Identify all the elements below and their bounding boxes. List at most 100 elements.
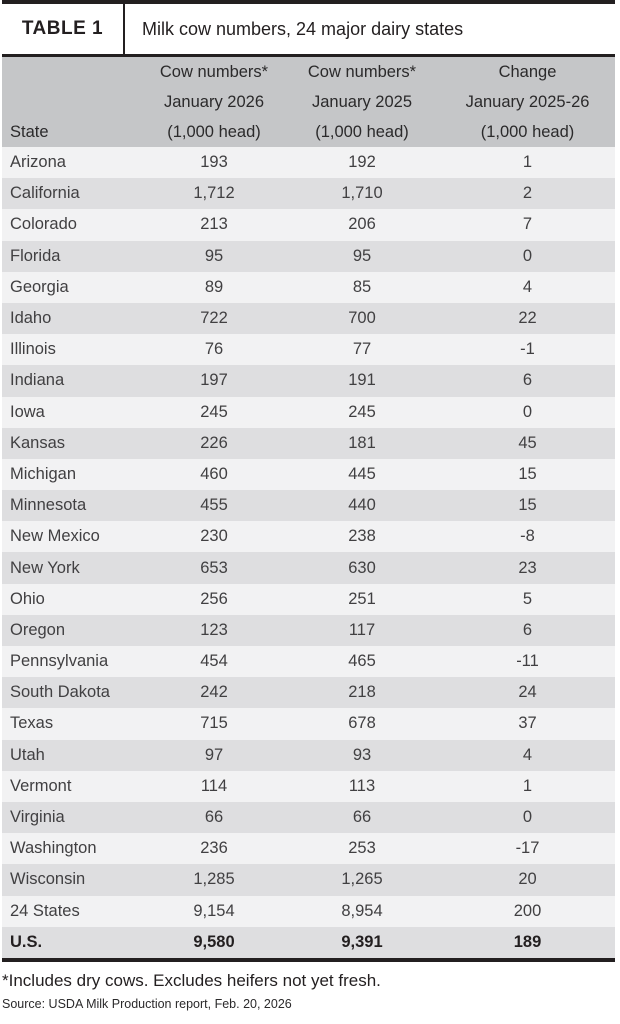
change-cell: -1 — [520, 340, 535, 359]
state-cell: New York — [10, 558, 80, 577]
milk-cow-table-figure: TABLE 1 Milk cow numbers, 24 major dairy… — [2, 0, 615, 962]
table-row: Illinois 76 77 -1 — [2, 334, 615, 366]
table-row: New York 653 630 23 — [2, 552, 615, 584]
table-body: Arizona 193 192 1 California 1,712 1,710… — [2, 147, 615, 958]
table-row: Florida 95 95 0 — [2, 240, 615, 272]
table-row: Iowa 245 245 0 — [2, 396, 615, 428]
jan-2025-cell: 218 — [348, 683, 376, 702]
header-line: January 2025-26 — [465, 93, 590, 111]
column-header-state: State — [2, 57, 144, 147]
jan-2025-cell: 445 — [348, 464, 376, 483]
state-cell: Minnesota — [10, 496, 87, 515]
change-cell: 0 — [522, 402, 533, 421]
table-row: Washington 236 253 -17 — [2, 833, 615, 865]
state-cell: Michigan — [10, 464, 77, 483]
jan-2025-cell: 700 — [348, 309, 376, 328]
jan-2026-cell: 460 — [200, 464, 228, 483]
change-cell: 6 — [522, 620, 533, 639]
state-cell: Illinois — [10, 340, 56, 359]
table-row: Minnesota 455 440 15 — [2, 490, 615, 522]
change-cell: -11 — [516, 652, 539, 671]
table-row: Indiana 197 191 6 — [2, 365, 615, 397]
table-row: Utah 97 93 4 — [2, 739, 615, 771]
header-line: Cow numbers* — [159, 63, 269, 81]
jan-2026-cell: 722 — [200, 309, 228, 328]
jan-2025-cell: 9,391 — [341, 932, 383, 951]
change-cell: 15 — [518, 496, 537, 515]
table-label: TABLE 1 — [21, 18, 104, 39]
change-cell: 15 — [518, 464, 537, 483]
jan-2025-cell: 95 — [352, 246, 372, 265]
jan-2026-cell: 455 — [200, 496, 228, 515]
change-cell: 1 — [522, 153, 533, 172]
jan-2025-cell: 1,265 — [341, 870, 383, 889]
table-row: 24 States 9,154 8,954 200 — [2, 895, 615, 927]
change-cell: 24 — [518, 683, 537, 702]
top-rule — [2, 0, 615, 4]
state-cell: U.S. — [10, 932, 43, 951]
jan-2025-cell: 465 — [348, 652, 376, 671]
jan-2026-cell: 226 — [200, 433, 228, 452]
jan-2026-cell: 1,285 — [193, 870, 235, 889]
jan-2026-cell: 9,580 — [193, 932, 235, 951]
title-divider — [123, 2, 125, 56]
column-header-change: Change January 2025-26 (1,000 head) — [440, 57, 615, 147]
change-cell: 7 — [522, 215, 533, 234]
table-row: Georgia 89 85 4 — [2, 271, 615, 303]
header-line: (1,000 head) — [480, 123, 575, 141]
jan-2026-cell: 454 — [200, 652, 228, 671]
state-cell: Oregon — [10, 620, 66, 639]
table-row: Kansas 226 181 45 — [2, 427, 615, 459]
table-title-band: TABLE 1 Milk cow numbers, 24 major dairy… — [2, 2, 615, 57]
state-cell: Utah — [10, 745, 45, 764]
jan-2026-cell: 230 — [200, 527, 228, 546]
table-row: Virginia 66 66 0 — [2, 801, 615, 834]
state-cell: Wisconsin — [10, 870, 86, 889]
table-row: South Dakota 242 218 24 — [2, 677, 615, 709]
change-cell: 20 — [518, 870, 537, 889]
column-header-jan-2025: Cow numbers* January 2025 (1,000 head) — [284, 57, 440, 147]
state-cell: Vermont — [10, 776, 72, 795]
state-cell: Texas — [10, 714, 54, 733]
jan-2025-cell: 1,710 — [341, 184, 383, 203]
jan-2026-cell: 123 — [200, 620, 228, 639]
header-line: Change — [498, 63, 557, 81]
jan-2026-cell: 9,154 — [193, 901, 235, 920]
table-row: Arizona 193 192 1 — [2, 147, 615, 179]
table-row: California 1,712 1,710 2 — [2, 178, 615, 210]
jan-2026-cell: 66 — [204, 808, 224, 827]
change-cell: 22 — [518, 309, 537, 328]
state-cell: Washington — [10, 839, 97, 858]
change-cell: 6 — [522, 371, 533, 390]
jan-2025-cell: 245 — [348, 402, 376, 421]
change-cell: 0 — [522, 246, 533, 265]
header-line: January 2026 — [164, 93, 264, 111]
jan-2026-cell: 197 — [200, 371, 228, 390]
change-cell: 37 — [518, 714, 537, 733]
jan-2026-cell: 715 — [200, 714, 228, 733]
jan-2025-cell: 85 — [352, 277, 372, 296]
jan-2026-cell: 97 — [204, 745, 224, 764]
header-line: (1,000 head) — [167, 123, 261, 141]
jan-2026-cell: 193 — [200, 153, 228, 172]
column-header-jan-2026: Cow numbers* January 2026 (1,000 head) — [144, 57, 284, 147]
table-row: Pennsylvania 454 465 -11 — [2, 646, 615, 678]
table-title: Milk cow numbers, 24 major dairy states — [142, 18, 464, 39]
state-cell: California — [10, 184, 80, 203]
state-cell: Virginia — [10, 808, 65, 827]
table-row: Colorado 213 206 7 — [2, 209, 615, 241]
table-row: U.S. 9,580 9,391 189 — [2, 926, 615, 958]
jan-2025-cell: 206 — [348, 215, 376, 234]
change-cell: 1 — [522, 776, 533, 795]
footnote: *Includes dry cows. Excludes heifers not… — [2, 970, 381, 990]
table-row: Wisconsin 1,285 1,265 20 — [2, 864, 615, 896]
table-row: Ohio 256 251 5 — [2, 583, 615, 615]
jan-2025-cell: 181 — [348, 433, 376, 452]
change-cell: 2 — [522, 184, 533, 203]
jan-2025-cell: 77 — [352, 340, 372, 359]
change-cell: 4 — [522, 277, 533, 296]
jan-2026-cell: 1,712 — [193, 184, 235, 203]
jan-2025-cell: 8,954 — [341, 901, 383, 920]
change-cell: 4 — [522, 745, 533, 764]
